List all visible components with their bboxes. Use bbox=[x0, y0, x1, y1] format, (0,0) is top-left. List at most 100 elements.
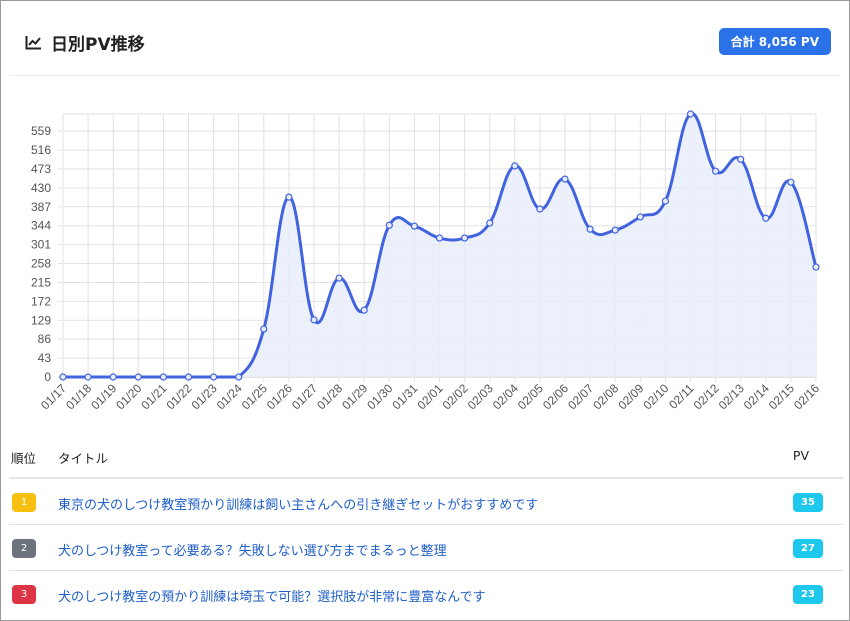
data-point bbox=[134, 373, 142, 381]
data-point bbox=[385, 221, 393, 229]
data-point bbox=[812, 263, 820, 271]
x-tick-label: 02/02 bbox=[440, 381, 471, 412]
x-tick-label: 02/06 bbox=[540, 381, 571, 412]
data-point bbox=[84, 373, 92, 381]
x-tick-label: 02/14 bbox=[741, 381, 772, 412]
y-tick-label: 559 bbox=[31, 124, 51, 138]
header-rank: 順位 bbox=[11, 451, 37, 466]
y-tick-label: 387 bbox=[31, 200, 51, 214]
x-tick-label: 01/28 bbox=[314, 381, 345, 412]
y-tick-label: 0 bbox=[44, 370, 51, 384]
data-point bbox=[486, 219, 494, 227]
y-tick-label: 473 bbox=[31, 162, 51, 176]
x-tick-label: 01/22 bbox=[163, 381, 194, 412]
data-point bbox=[787, 178, 795, 186]
pv-badge: 27 bbox=[793, 539, 823, 558]
data-point bbox=[586, 225, 594, 233]
y-tick-label: 258 bbox=[31, 257, 51, 271]
x-tick-label: 01/23 bbox=[189, 381, 220, 412]
article-link[interactable]: 東京の犬のしつけ教室預かり訓練は飼い主さんへの引き継ぎセットがおすすめです bbox=[58, 498, 539, 513]
data-point bbox=[410, 222, 418, 230]
header-pv: PV bbox=[792, 448, 809, 463]
data-point bbox=[661, 197, 670, 205]
x-tick-label: 01/30 bbox=[364, 381, 395, 412]
x-tick-label: 02/13 bbox=[716, 381, 747, 412]
pv-badge: 23 bbox=[793, 585, 823, 604]
x-tick-label: 01/18 bbox=[63, 381, 94, 412]
data-point bbox=[285, 193, 293, 201]
pv-badge: 35 bbox=[793, 493, 823, 512]
table-header: 順位 タイトル PV bbox=[9, 439, 843, 479]
y-tick-label: 43 bbox=[38, 351, 52, 365]
table-row: 2 犬のしつけ教室って必要ある？失敗しない選び方までまるっと整理 27 bbox=[9, 525, 843, 571]
line-chart-icon bbox=[25, 36, 41, 50]
data-point bbox=[109, 373, 117, 381]
x-tick-label: 02/09 bbox=[615, 381, 646, 412]
x-tick-label: 01/31 bbox=[389, 381, 420, 412]
data-point bbox=[561, 175, 569, 183]
x-tick-label: 02/10 bbox=[640, 381, 671, 412]
y-tick-label: 301 bbox=[31, 238, 51, 252]
data-point bbox=[636, 213, 644, 221]
y-tick-label: 430 bbox=[31, 181, 51, 195]
x-tick-label: 02/03 bbox=[465, 381, 496, 412]
total-pv-badge: 合計 8,056 PV bbox=[718, 28, 831, 55]
x-tick-label: 01/19 bbox=[88, 381, 119, 412]
x-tick-label: 01/24 bbox=[214, 381, 245, 412]
card-header: 日別PV推移 合計 8,056 PV bbox=[9, 1, 841, 76]
data-point bbox=[210, 373, 218, 381]
header-title: タイトル bbox=[58, 451, 109, 466]
data-point bbox=[310, 316, 318, 324]
y-tick-label: 129 bbox=[31, 313, 51, 327]
x-tick-label: 02/04 bbox=[490, 381, 521, 412]
x-tick-label: 01/29 bbox=[339, 381, 370, 412]
x-tick-label: 01/26 bbox=[264, 381, 295, 412]
data-point bbox=[360, 306, 368, 314]
x-tick-label: 01/27 bbox=[289, 381, 320, 412]
ranking-table: 順位 タイトル PV 1 東京の犬のしつけ教室預かり訓練は飼い主さんへの引き継ぎ… bbox=[9, 439, 843, 616]
x-tick-label: 02/12 bbox=[691, 381, 722, 412]
y-tick-label: 86 bbox=[38, 332, 52, 346]
data-point bbox=[235, 373, 243, 381]
x-tick-label: 01/20 bbox=[113, 381, 144, 412]
y-tick-label: 172 bbox=[31, 294, 51, 308]
daily-pv-line-chart: 0 43 86 129 172 215 258 301 344 387 430 473 516 559 01… bbox=[31, 110, 822, 412]
rank-badge: 3 bbox=[12, 585, 36, 604]
table-row: 3 犬のしつけ教室の預かり訓練は埼玉で可能？選択肢が非常に豊富なんです 23 bbox=[9, 571, 843, 616]
data-point bbox=[461, 234, 469, 242]
x-tick-label: 01/17 bbox=[38, 381, 69, 412]
data-point bbox=[59, 373, 67, 381]
data-point bbox=[536, 205, 544, 213]
data-point bbox=[511, 162, 519, 170]
title-text: 日別PV推移 bbox=[51, 35, 145, 55]
data-point bbox=[159, 373, 167, 381]
data-point bbox=[611, 226, 619, 234]
x-tick-label: 02/11 bbox=[666, 381, 697, 412]
series-area-fill bbox=[63, 113, 816, 377]
data-point bbox=[737, 155, 745, 163]
card-title: 日別PV推移 bbox=[25, 30, 145, 55]
rank-badge: 1 bbox=[12, 493, 36, 512]
x-tick-label: 02/16 bbox=[791, 381, 822, 412]
article-link[interactable]: 犬のしつけ教室って必要ある？失敗しない選び方までまるっと整理 bbox=[58, 544, 447, 559]
x-tick-label: 02/07 bbox=[565, 381, 596, 412]
data-point bbox=[184, 373, 193, 381]
y-tick-label: 215 bbox=[31, 275, 51, 289]
x-tick-label: 02/01 bbox=[414, 381, 445, 412]
data-point bbox=[335, 274, 343, 282]
x-tick-label: 02/05 bbox=[515, 381, 546, 412]
article-link[interactable]: 犬のしつけ教室の預かり訓練は埼玉で可能？選択肢が非常に豊富なんです bbox=[58, 590, 486, 605]
data-point bbox=[435, 234, 444, 242]
data-point bbox=[762, 214, 770, 222]
data-point bbox=[260, 325, 268, 333]
data-point bbox=[711, 167, 720, 175]
rank-badge: 2 bbox=[12, 539, 36, 558]
y-tick-label: 516 bbox=[31, 143, 51, 157]
x-tick-label: 02/08 bbox=[590, 381, 621, 412]
x-tick-label: 01/21 bbox=[138, 381, 169, 412]
x-tick-label: 01/25 bbox=[239, 381, 270, 412]
data-point bbox=[686, 110, 695, 118]
table-row: 1 東京の犬のしつけ教室預かり訓練は飼い主さんへの引き継ぎセットがおすすめです … bbox=[9, 479, 843, 525]
x-tick-label: 02/15 bbox=[766, 381, 797, 412]
